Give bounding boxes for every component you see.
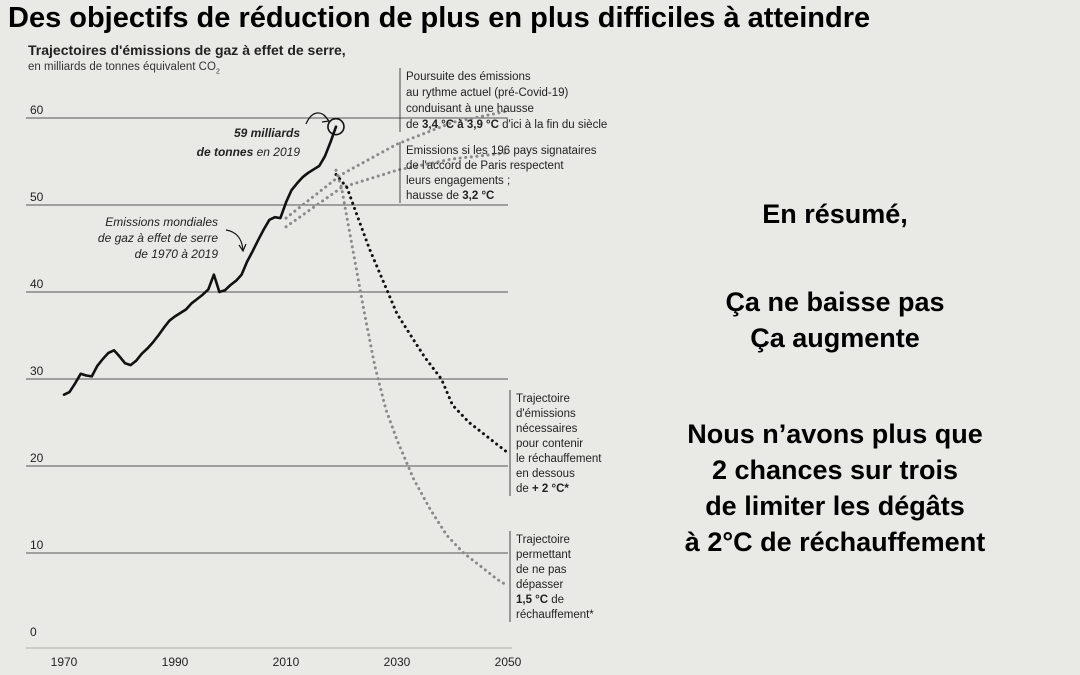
annotation-1-5c-line-6: réchauffement*	[516, 609, 594, 621]
annotation-historical-line-1: Emissions mondiales	[105, 215, 218, 229]
annotation-below-2c-line-6: en dessous	[516, 468, 575, 480]
marker-2019-arrowhead	[321, 114, 331, 123]
annotation-paris-line-1: Emissions si les 196 pays signataires	[406, 145, 597, 157]
headline: Des objectifs de réduction de plus en pl…	[8, 2, 871, 34]
summary-point-2-line-3: de limiter les dégâts	[705, 491, 965, 521]
y-tick-label-20: 20	[30, 451, 44, 465]
annotation-historical-line-3: de 1970 à 2019	[135, 247, 219, 261]
annotation-below-2c-line-2: d'émissions	[516, 408, 576, 420]
annotation-2019-line-1: 59 milliards	[234, 126, 300, 140]
annotation-paris-line-4: hausse de 3,2 °C	[406, 190, 494, 202]
annotation-paris-line-2: de l'accord de Paris respectent	[406, 160, 564, 172]
summary-point-2: Nous n’avons plus que 2 chances sur troi…	[620, 416, 1050, 560]
series-line-paris-pledges	[284, 151, 510, 229]
annotation-below-2c-line-7: de + 2 °C*	[516, 483, 569, 495]
chart-subtitle-subscript: 2	[215, 68, 220, 76]
annotation-historical-arrowhead	[238, 243, 247, 253]
annotation-below-2c-line-5: le réchauffement	[516, 453, 602, 465]
x-tick-label-2050: 2050	[495, 655, 522, 669]
annotation-below-2c-line-4: pour contenir	[516, 438, 583, 450]
annotation-current-pace-line-3: conduisant à une hausse	[406, 103, 534, 115]
series-line-historical	[62, 125, 338, 396]
y-tick-label-0: 0	[30, 625, 37, 639]
chart-title: Trajectoires d'émissions de gaz à effet …	[28, 42, 346, 58]
annotation-current-pace-line-4: de 3,4 °C à 3,9 °C d'ici à la fin du siè…	[406, 119, 607, 131]
annotation-1-5c-line-3: de ne pas	[516, 564, 567, 576]
annotation-historical-arrow	[225, 229, 244, 251]
summary-point-2-line-2: 2 chances sur trois	[711, 455, 959, 485]
annotation-paris-line-3: leurs engagements ;	[406, 175, 510, 187]
annotation-1-5c-line-2: permettant	[516, 549, 572, 561]
chart-subtitle-text: en milliards de tonnes équivalent CO	[28, 61, 216, 73]
x-tick-label-1970: 1970	[51, 655, 78, 669]
annotation-2019-line-2: de tonnes en 2019	[197, 145, 301, 159]
y-tick-label-60: 60	[30, 103, 44, 117]
summary-point-2-line-1: Nous n’avons plus que	[687, 419, 983, 449]
summary-point-1-line-2: Ça augmente	[750, 323, 920, 353]
x-tick-label-1990: 1990	[162, 655, 189, 669]
annotation-1-5c-line-4: dépasser	[516, 579, 563, 591]
summary-point-2-line-4: à 2°C de réchauffement	[684, 527, 986, 557]
marker-2019-arrow	[305, 112, 329, 125]
series-line-1-5c	[334, 168, 510, 588]
x-tick-label-2010: 2010	[273, 655, 300, 669]
annotation-historical-line-2: de gaz à effet de serre	[98, 231, 218, 245]
annotation-1-5c-line-5: 1,5 °C de	[516, 594, 564, 606]
y-tick-label-50: 50	[30, 190, 44, 204]
annotation-below-2c-line-1: Trajectoire	[516, 393, 570, 405]
x-tick-label-2030: 2030	[384, 655, 411, 669]
y-tick-label-40: 40	[30, 277, 44, 291]
chart-subtitle: en milliards de tonnes équivalent CO2	[28, 61, 220, 75]
summary-point-1: Ça ne baisse pas Ça augmente	[620, 284, 1050, 356]
summary-point-1-line-1: Ça ne baisse pas	[725, 287, 945, 317]
summary-title: En résumé,	[762, 199, 908, 229]
annotation-current-pace-line-2: au rythme actuel (pré-Covid-19)	[406, 87, 569, 99]
y-tick-label-30: 30	[30, 364, 44, 378]
marker-2019-circle	[327, 117, 345, 136]
series-line-current-pace	[284, 109, 510, 220]
y-tick-label-10: 10	[30, 538, 44, 552]
annotation-current-pace-line-1: Poursuite des émissions	[406, 71, 531, 83]
annotation-1-5c-line-1: Trajectoire	[516, 534, 570, 546]
series-line-below-2c	[334, 173, 510, 455]
annotation-below-2c-line-3: nécessaires	[516, 423, 578, 435]
